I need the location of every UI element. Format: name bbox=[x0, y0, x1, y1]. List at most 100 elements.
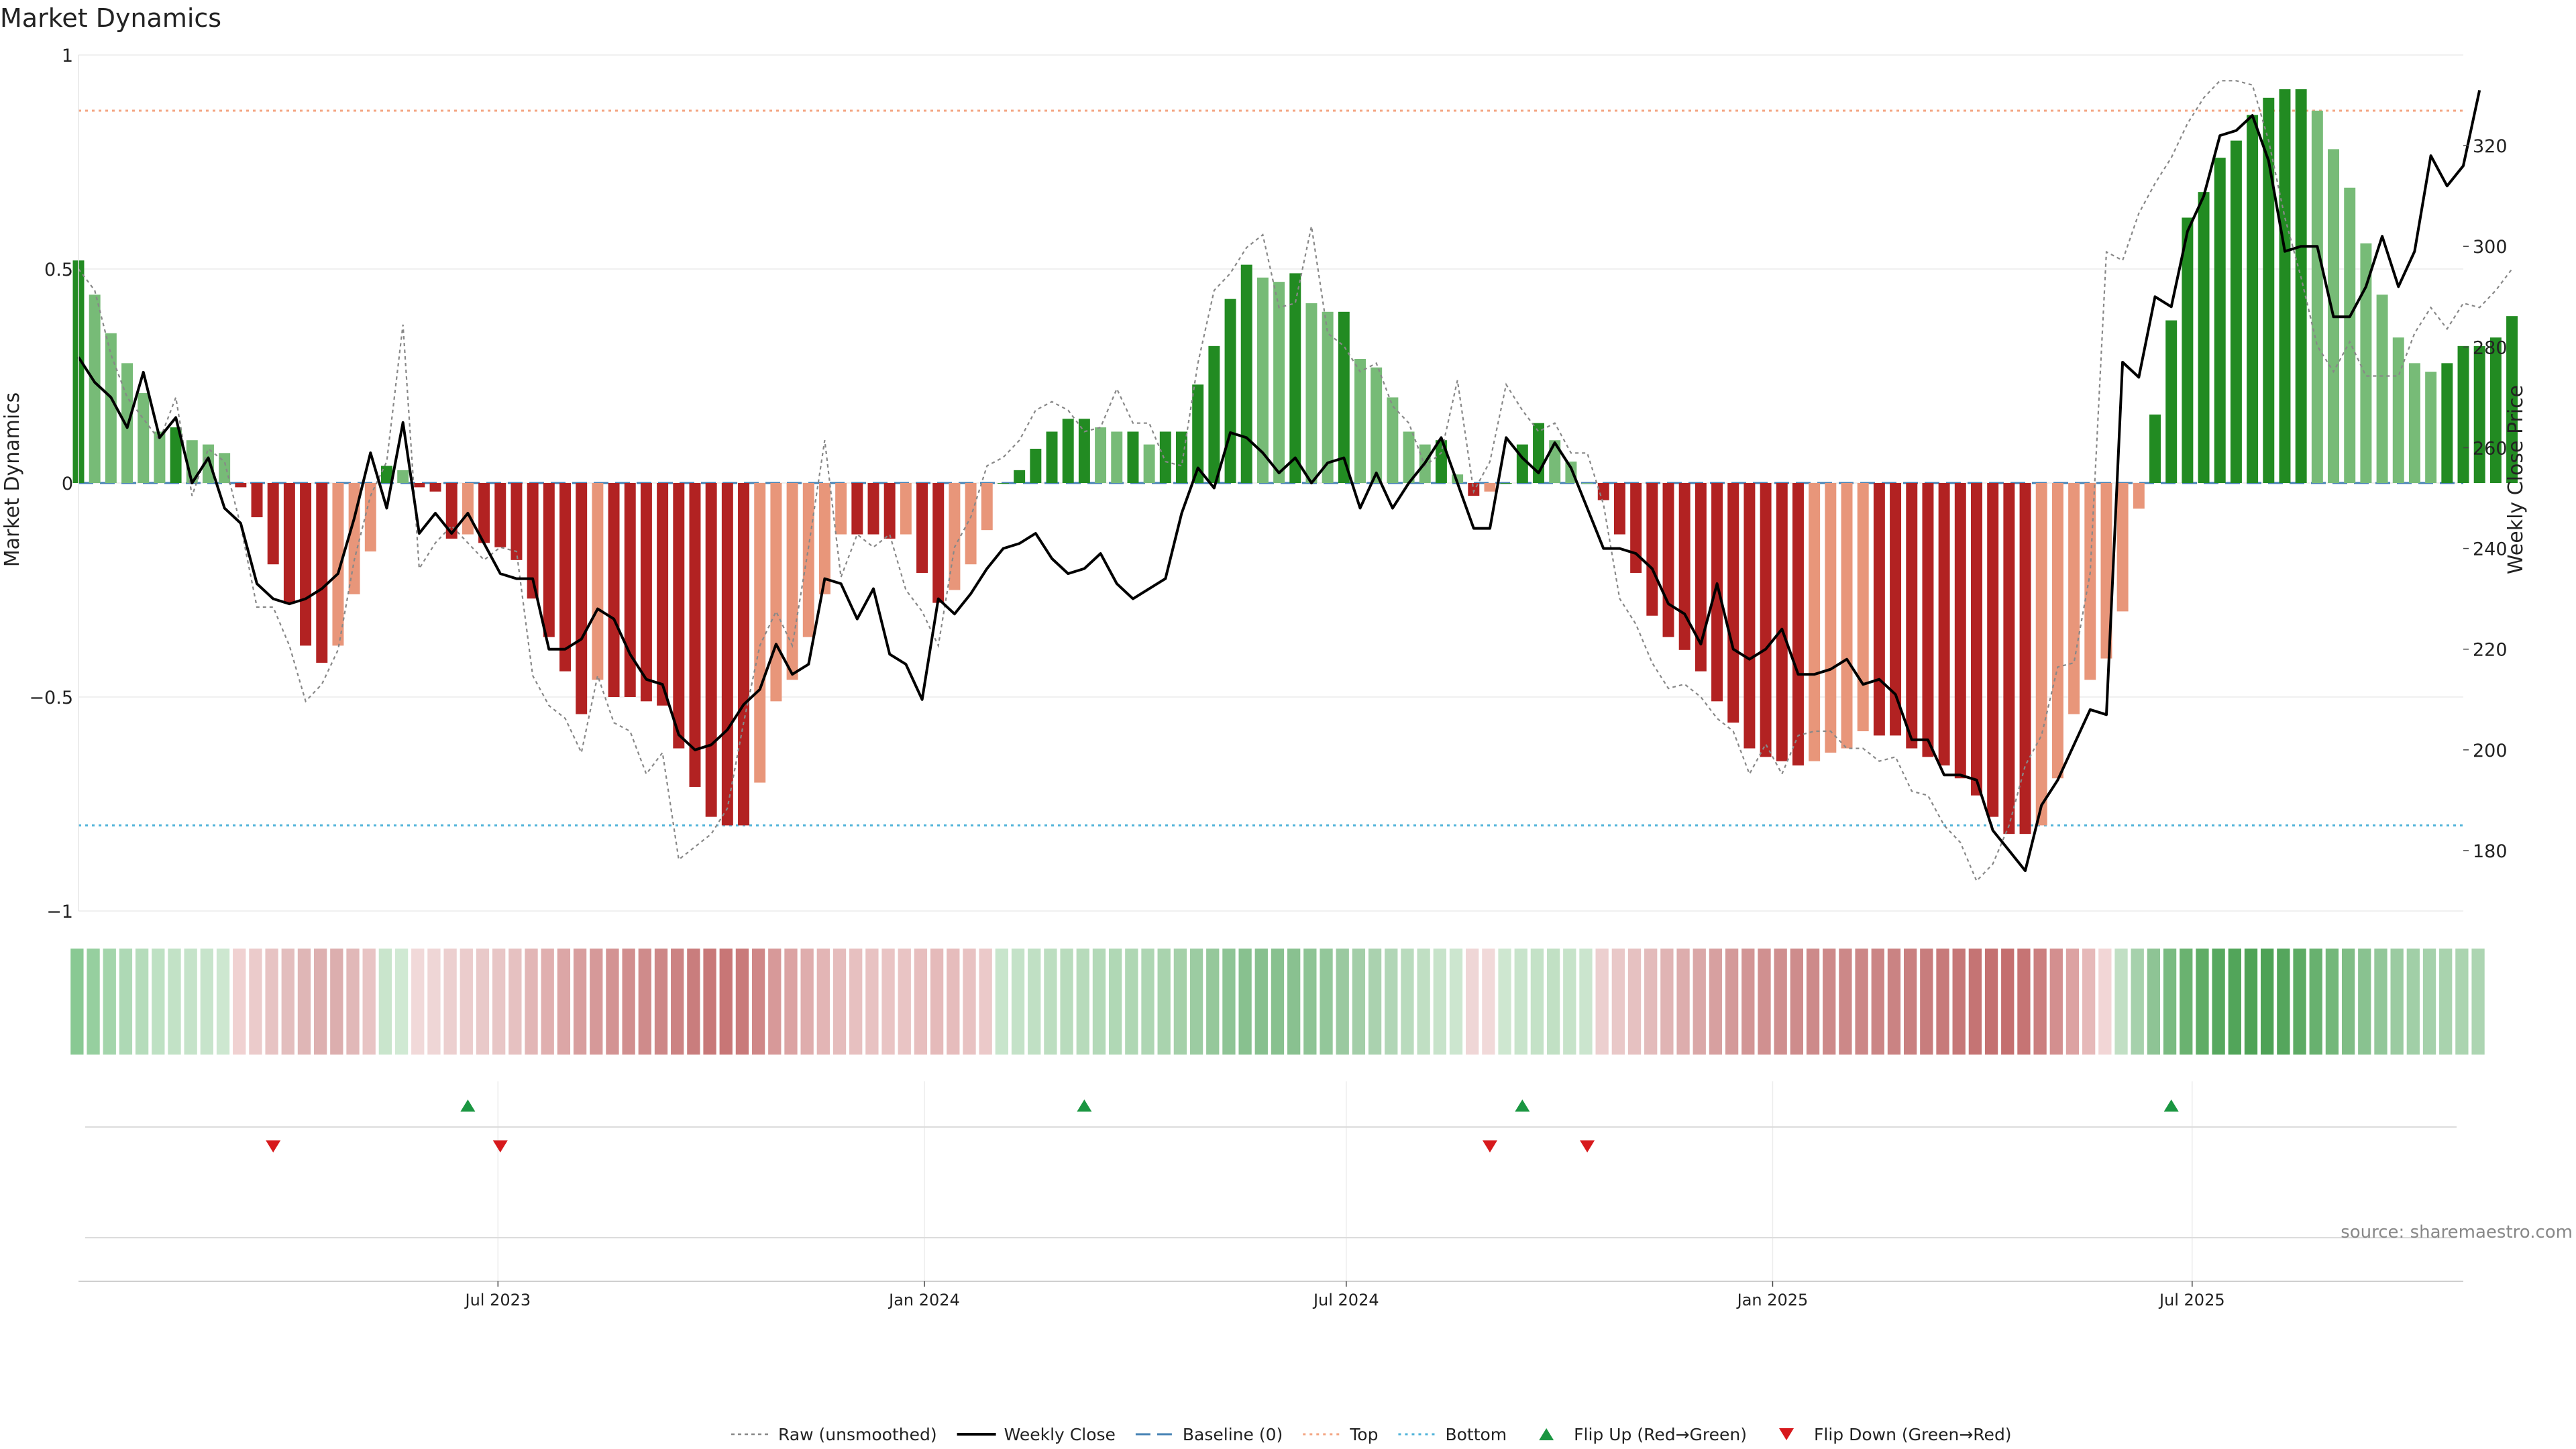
dynamics-bar bbox=[1630, 483, 1642, 573]
regime-cell bbox=[1206, 949, 1220, 1055]
y-axis-label-left: Market Dynamics bbox=[1, 392, 24, 568]
dynamics-bar bbox=[576, 483, 588, 714]
regime-cell bbox=[573, 949, 587, 1055]
regime-cell bbox=[849, 949, 863, 1055]
regime-cell bbox=[1660, 949, 1674, 1055]
regime-cell bbox=[362, 949, 376, 1055]
y-tick-label-right: 240 bbox=[2473, 539, 2508, 560]
regime-cell bbox=[963, 949, 976, 1055]
regime-cell bbox=[2277, 949, 2290, 1055]
dynamics-bar bbox=[851, 483, 863, 535]
flip-down-marker bbox=[1482, 1140, 1497, 1152]
legend-item-baseline: Baseline (0) bbox=[1135, 1425, 1283, 1444]
regime-cell bbox=[557, 949, 571, 1055]
legend-item-raw: Raw (unsmoothed) bbox=[731, 1425, 937, 1444]
regime-cell bbox=[2228, 949, 2241, 1055]
dynamics-bar bbox=[1143, 444, 1155, 483]
raw-line bbox=[78, 80, 2513, 883]
regime-cell bbox=[233, 949, 246, 1055]
flip-down-marker bbox=[1580, 1140, 1595, 1152]
regime-cell bbox=[1271, 949, 1285, 1055]
regime-cell bbox=[784, 949, 798, 1055]
legend-label: Raw (unsmoothed) bbox=[778, 1425, 937, 1444]
dynamics-bar bbox=[1678, 483, 1690, 650]
dynamics-bar bbox=[592, 483, 604, 680]
dynamics-bar bbox=[1597, 483, 1609, 500]
dynamics-bar bbox=[932, 483, 945, 603]
dynamics-bar bbox=[1484, 483, 1496, 492]
y-tick-label-left: −1 bbox=[46, 902, 73, 922]
regime-cell bbox=[2082, 949, 2096, 1055]
dynamics-bar bbox=[2051, 483, 2063, 779]
y-tick-label-left: −0.5 bbox=[29, 688, 73, 708]
dynamics-bar bbox=[1906, 483, 1918, 749]
regime-cell bbox=[1871, 949, 1884, 1055]
regime-cell bbox=[87, 949, 100, 1055]
dynamics-bar bbox=[1711, 483, 1723, 702]
dynamics-bar bbox=[1046, 431, 1058, 483]
dynamics-bar bbox=[689, 483, 701, 787]
regime-cell bbox=[1903, 949, 1917, 1055]
regime-cell bbox=[1076, 949, 1089, 1055]
regime-cell bbox=[313, 949, 327, 1055]
dynamics-bar bbox=[1954, 483, 1966, 779]
dynamics-bar bbox=[2247, 115, 2259, 483]
regime-cell bbox=[671, 949, 684, 1055]
dynamics-bar bbox=[1289, 273, 1301, 483]
x-tick-label: Jul 2025 bbox=[2158, 1291, 2225, 1309]
dynamics-bar bbox=[332, 483, 344, 646]
dynamics-bar bbox=[2506, 316, 2518, 483]
regime-cell bbox=[816, 949, 830, 1055]
dynamics-bar bbox=[1727, 483, 1739, 723]
dynamics-bar bbox=[1435, 440, 1447, 483]
legend-swatch bbox=[1779, 1428, 1794, 1440]
regime-cell bbox=[622, 949, 635, 1055]
regime-cell bbox=[768, 949, 782, 1055]
dynamics-bar bbox=[1240, 264, 1252, 483]
regime-cell bbox=[476, 949, 490, 1055]
dynamics-bar bbox=[1062, 419, 1074, 483]
legend-item-top: Top bbox=[1303, 1425, 1378, 1444]
regime-cell bbox=[1303, 949, 1317, 1055]
dynamics-bar bbox=[867, 483, 879, 535]
regime-cell bbox=[2390, 949, 2404, 1055]
regime-cell bbox=[2309, 949, 2322, 1055]
regime-cell bbox=[2261, 949, 2274, 1055]
dynamics-bar bbox=[2133, 483, 2145, 509]
regime-cell bbox=[1563, 949, 1576, 1055]
regime-cell bbox=[1173, 949, 1187, 1055]
regime-cell bbox=[281, 949, 294, 1055]
dynamics-bar bbox=[445, 483, 458, 539]
regime-cell bbox=[1709, 949, 1723, 1055]
dynamics-bar bbox=[721, 483, 733, 826]
regime-cell bbox=[2114, 949, 2128, 1055]
regime-cell bbox=[1368, 949, 1382, 1055]
dynamics-bar bbox=[2198, 192, 2210, 483]
dynamics-bar bbox=[1014, 470, 1026, 483]
regime-cell bbox=[2147, 949, 2161, 1055]
dynamics-bar bbox=[2408, 363, 2420, 483]
regime-cell bbox=[1579, 949, 1593, 1055]
regime-cell bbox=[606, 949, 619, 1055]
dynamics-bar bbox=[1176, 431, 1187, 483]
dynamics-bar bbox=[2182, 217, 2194, 483]
dynamics-bar bbox=[1224, 299, 1236, 483]
regime-cell bbox=[751, 949, 765, 1055]
dynamics-bar bbox=[413, 483, 425, 488]
regime-cell bbox=[735, 949, 749, 1055]
dynamics-bar bbox=[1516, 444, 1528, 483]
dynamics-bar bbox=[202, 444, 214, 483]
dynamics-bar bbox=[1825, 483, 1837, 753]
regime-cell bbox=[1287, 949, 1301, 1055]
dynamics-bar bbox=[283, 483, 295, 603]
regime-cell bbox=[2131, 949, 2144, 1055]
regime-cell bbox=[2033, 949, 2047, 1055]
dynamics-bar bbox=[1030, 448, 1042, 483]
legend-label: Flip Down (Green→Red) bbox=[1814, 1425, 2012, 1444]
regime-cell bbox=[1125, 949, 1138, 1055]
dynamics-bar bbox=[2457, 345, 2469, 483]
regime-cell bbox=[443, 949, 457, 1055]
regime-cell bbox=[800, 949, 814, 1055]
flip-down-marker bbox=[266, 1140, 281, 1152]
flip-panel bbox=[85, 1081, 2457, 1281]
